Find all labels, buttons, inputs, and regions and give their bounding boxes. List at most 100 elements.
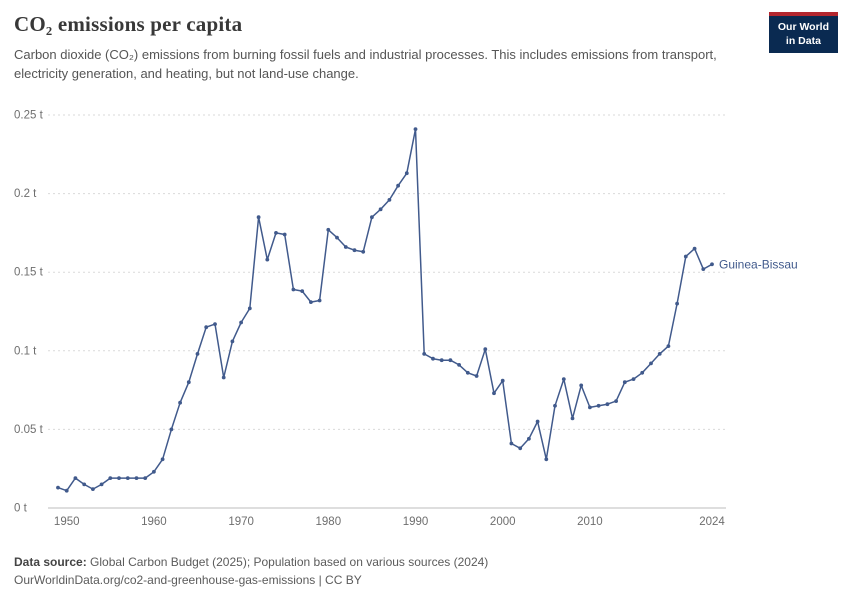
data-point[interactable] bbox=[396, 183, 400, 188]
data-point[interactable] bbox=[352, 248, 357, 253]
data-point[interactable] bbox=[448, 358, 453, 363]
data-point[interactable] bbox=[378, 207, 383, 212]
data-point[interactable] bbox=[579, 383, 584, 388]
data-point[interactable] bbox=[186, 380, 191, 385]
chart-titles: CO₂ emissions per capita Carbon dioxide … bbox=[14, 12, 724, 84]
x-tick-label: 2024 bbox=[699, 516, 725, 528]
data-point[interactable] bbox=[326, 227, 331, 232]
data-point[interactable] bbox=[134, 476, 139, 480]
data-point[interactable] bbox=[640, 370, 645, 375]
data-point[interactable] bbox=[300, 289, 305, 293]
data-point[interactable] bbox=[291, 287, 296, 292]
line-chart-svg[interactable]: 0 t 0.05 t 0.1 t 0.15 t 0.2 t 0.25 t 1950 1960 1… bbox=[0, 100, 850, 550]
data-point[interactable] bbox=[431, 356, 435, 361]
data-point[interactable] bbox=[553, 403, 557, 408]
data-point[interactable] bbox=[474, 374, 479, 378]
owid-logo[interactable]: Our World in Data bbox=[768, 12, 838, 54]
data-point[interactable] bbox=[683, 254, 688, 259]
x-tick-label: 1960 bbox=[141, 516, 167, 528]
data-point[interactable] bbox=[614, 399, 618, 403]
chart-area: 0 t 0.05 t 0.1 t 0.15 t 0.2 t 0.25 t 1950 1960 1… bbox=[0, 100, 850, 550]
data-point[interactable] bbox=[282, 232, 287, 237]
data-point[interactable] bbox=[56, 485, 60, 490]
data-point[interactable] bbox=[265, 257, 270, 262]
data-point[interactable] bbox=[457, 363, 461, 367]
x-tick-label: 1990 bbox=[403, 516, 429, 528]
data-point[interactable] bbox=[309, 300, 313, 304]
data-point[interactable] bbox=[657, 352, 662, 356]
series-line[interactable] bbox=[57, 128, 713, 492]
owid-logo-line2: in Data bbox=[785, 34, 821, 47]
data-point[interactable] bbox=[605, 402, 610, 407]
data-point[interactable] bbox=[701, 267, 706, 271]
chart-subtitle: Carbon dioxide (CO₂) emissions from burn… bbox=[14, 47, 717, 81]
data-point[interactable] bbox=[361, 249, 366, 254]
x-tick-label: 2000 bbox=[490, 516, 516, 528]
data-point[interactable] bbox=[160, 457, 165, 462]
data-point[interactable] bbox=[596, 403, 601, 408]
data-point[interactable] bbox=[631, 377, 636, 381]
data-point[interactable] bbox=[500, 378, 505, 383]
data-point[interactable] bbox=[152, 469, 156, 474]
x-tick-label: 1970 bbox=[228, 516, 254, 528]
data-point[interactable] bbox=[204, 325, 209, 330]
data-point[interactable] bbox=[518, 446, 523, 451]
series-entity-label[interactable]: Guinea-Bissau bbox=[719, 257, 798, 271]
data-point[interactable] bbox=[666, 344, 671, 348]
y-tick-label: 0.15 t bbox=[14, 267, 44, 279]
data-point[interactable] bbox=[195, 352, 200, 356]
data-point[interactable] bbox=[64, 488, 69, 493]
data-source-text: Global Carbon Budget (2025); Population … bbox=[90, 554, 489, 569]
x-tick-label: 1950 bbox=[54, 516, 80, 528]
owid-logo-line1: Our World bbox=[777, 21, 829, 33]
data-point[interactable] bbox=[483, 347, 488, 352]
x-tick-label: 2010 bbox=[577, 516, 603, 528]
data-point[interactable] bbox=[108, 476, 113, 480]
data-point[interactable] bbox=[561, 377, 566, 381]
data-point[interactable] bbox=[117, 476, 121, 480]
data-point[interactable] bbox=[509, 441, 514, 446]
data-point[interactable] bbox=[343, 245, 348, 249]
data-point[interactable] bbox=[256, 215, 261, 220]
data-point[interactable] bbox=[710, 262, 714, 267]
data-point[interactable] bbox=[73, 476, 78, 480]
data-point[interactable] bbox=[439, 358, 444, 363]
data-point[interactable] bbox=[247, 306, 252, 311]
data-point[interactable] bbox=[335, 235, 339, 240]
data-point[interactable] bbox=[492, 391, 496, 396]
data-point[interactable] bbox=[544, 457, 549, 462]
data-point[interactable] bbox=[143, 476, 148, 480]
data-point[interactable] bbox=[239, 320, 244, 325]
data-point[interactable] bbox=[413, 127, 418, 131]
x-tick-label: 1980 bbox=[316, 516, 342, 528]
data-point[interactable] bbox=[91, 487, 95, 491]
data-point[interactable] bbox=[82, 482, 87, 487]
data-point[interactable] bbox=[221, 375, 226, 380]
data-point[interactable] bbox=[692, 246, 697, 251]
data-point[interactable] bbox=[570, 416, 575, 421]
data-point[interactable] bbox=[99, 482, 104, 487]
data-source-label: Data source: bbox=[14, 554, 87, 569]
data-point[interactable] bbox=[370, 215, 374, 220]
y-tick-label: 0.1 t bbox=[14, 345, 37, 357]
data-point[interactable] bbox=[527, 436, 531, 441]
data-point[interactable] bbox=[422, 352, 427, 356]
data-point[interactable] bbox=[535, 419, 540, 424]
data-point[interactable] bbox=[465, 370, 470, 375]
data-point[interactable] bbox=[404, 171, 409, 176]
data-point[interactable] bbox=[169, 427, 174, 432]
data-point[interactable] bbox=[317, 298, 322, 303]
data-point[interactable] bbox=[178, 400, 183, 405]
data-point[interactable] bbox=[125, 476, 130, 480]
data-point[interactable] bbox=[213, 322, 217, 326]
data-point[interactable] bbox=[230, 339, 235, 344]
data-source-line: Data source: Global Carbon Budget (2025)… bbox=[14, 553, 488, 572]
data-point[interactable] bbox=[387, 198, 392, 202]
data-point[interactable] bbox=[588, 405, 592, 410]
y-tick-label: 0.05 t bbox=[14, 424, 44, 436]
data-point[interactable] bbox=[675, 301, 679, 306]
owid-url-link[interactable]: OurWorldinData.org/co2-and-greenhouse-ga… bbox=[14, 573, 362, 588]
data-point[interactable] bbox=[649, 361, 653, 366]
data-point[interactable] bbox=[622, 380, 627, 385]
data-point[interactable] bbox=[274, 231, 278, 235]
